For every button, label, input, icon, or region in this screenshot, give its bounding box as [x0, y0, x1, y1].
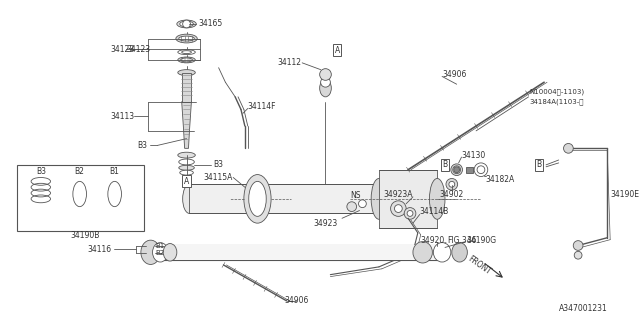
Ellipse shape — [433, 243, 451, 262]
Circle shape — [358, 200, 366, 208]
Text: B1: B1 — [156, 243, 164, 249]
Circle shape — [454, 167, 460, 172]
Text: 34114F: 34114F — [248, 102, 276, 111]
Text: 34902: 34902 — [440, 189, 464, 198]
Ellipse shape — [178, 70, 195, 76]
Circle shape — [573, 241, 583, 250]
Ellipse shape — [179, 36, 195, 41]
Ellipse shape — [182, 184, 196, 213]
Ellipse shape — [179, 159, 195, 165]
Text: 34184A(1103-）: 34184A(1103-） — [529, 98, 584, 105]
Ellipse shape — [180, 170, 193, 175]
Text: 34920: 34920 — [420, 236, 445, 245]
Text: 34923A: 34923A — [384, 189, 413, 198]
Text: 34113: 34113 — [110, 112, 134, 121]
Bar — [150, 244, 442, 260]
Ellipse shape — [179, 165, 195, 170]
Ellipse shape — [178, 152, 195, 158]
Text: 34123: 34123 — [110, 45, 134, 54]
Text: 34115A: 34115A — [204, 173, 233, 182]
Text: 34190E: 34190E — [610, 189, 639, 198]
Ellipse shape — [319, 79, 332, 97]
Ellipse shape — [474, 163, 488, 177]
Ellipse shape — [451, 164, 463, 176]
Circle shape — [347, 202, 356, 212]
Ellipse shape — [452, 166, 461, 174]
Text: 34130: 34130 — [461, 151, 486, 160]
Bar — [189, 184, 418, 213]
Circle shape — [564, 143, 573, 153]
Text: B1: B1 — [109, 167, 120, 176]
Ellipse shape — [180, 21, 193, 27]
Text: 34123: 34123 — [126, 45, 150, 54]
Text: 34112: 34112 — [277, 58, 301, 67]
Text: B3: B3 — [36, 167, 46, 176]
Text: A347001231: A347001231 — [559, 304, 607, 313]
Circle shape — [319, 69, 332, 80]
Circle shape — [574, 251, 582, 259]
Ellipse shape — [446, 179, 458, 190]
Text: B2: B2 — [156, 250, 164, 256]
Text: B3: B3 — [212, 160, 223, 169]
Text: B: B — [537, 160, 542, 169]
Text: 34906: 34906 — [284, 296, 308, 305]
Ellipse shape — [477, 166, 485, 174]
Circle shape — [182, 20, 191, 28]
Ellipse shape — [449, 181, 455, 187]
Ellipse shape — [178, 57, 195, 63]
Ellipse shape — [163, 244, 177, 261]
Text: FRONT: FRONT — [467, 254, 493, 276]
Ellipse shape — [371, 179, 387, 219]
Ellipse shape — [429, 179, 445, 219]
Text: NS: NS — [350, 191, 360, 200]
Text: 34906: 34906 — [442, 70, 467, 79]
Text: 34923: 34923 — [314, 219, 338, 228]
Polygon shape — [182, 102, 191, 148]
Ellipse shape — [413, 242, 433, 263]
Text: N10004（-1103): N10004（-1103) — [529, 89, 585, 95]
Ellipse shape — [249, 181, 266, 216]
Ellipse shape — [244, 175, 271, 223]
Circle shape — [394, 205, 403, 212]
Text: FIG.346: FIG.346 — [447, 236, 476, 245]
Text: 34190G: 34190G — [467, 236, 497, 245]
Text: 34165: 34165 — [198, 20, 223, 28]
Text: B2: B2 — [75, 167, 84, 176]
Ellipse shape — [176, 34, 197, 43]
Ellipse shape — [321, 77, 330, 87]
Bar — [17, 165, 144, 231]
Ellipse shape — [180, 58, 193, 62]
Bar — [467, 167, 473, 172]
Ellipse shape — [152, 243, 168, 262]
Text: B3: B3 — [138, 141, 148, 150]
Ellipse shape — [178, 50, 195, 55]
Text: A: A — [335, 46, 340, 55]
Text: 34114B: 34114B — [420, 207, 449, 216]
Text: B: B — [442, 160, 447, 169]
Ellipse shape — [182, 51, 191, 54]
Ellipse shape — [177, 20, 196, 28]
Bar — [182, 73, 191, 102]
Text: A: A — [184, 177, 189, 186]
Circle shape — [390, 201, 406, 216]
Circle shape — [407, 211, 413, 216]
Bar — [379, 170, 437, 228]
Ellipse shape — [141, 240, 160, 264]
Ellipse shape — [452, 243, 467, 262]
Text: 34116: 34116 — [88, 245, 112, 254]
Text: 34182A: 34182A — [486, 175, 515, 184]
Text: 34190B: 34190B — [71, 231, 100, 240]
Ellipse shape — [411, 184, 424, 213]
Circle shape — [404, 208, 416, 219]
